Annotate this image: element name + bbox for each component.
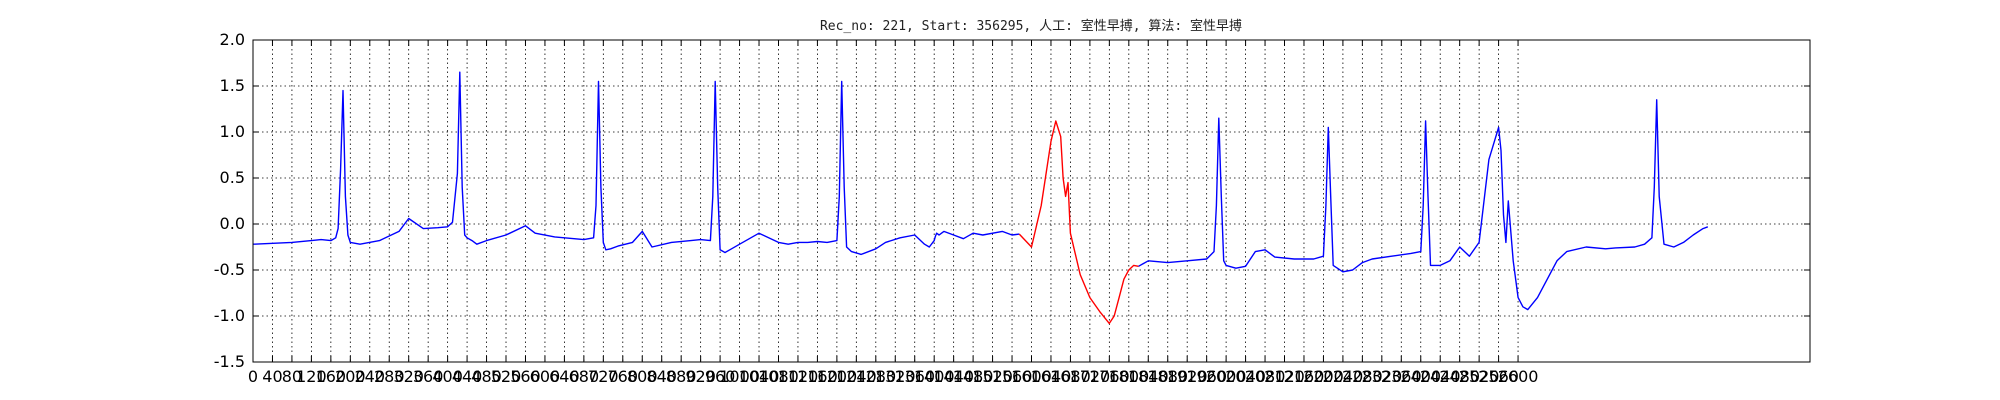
x-tick-label: 1360 bbox=[894, 367, 935, 386]
x-tick-label: 2160 bbox=[1284, 367, 1325, 386]
x-tick-label: 2240 bbox=[1323, 367, 1364, 386]
x-tick-label: 1840 bbox=[1128, 367, 1169, 386]
x-tick-label: 240 bbox=[355, 367, 386, 386]
y-tick-label: 1.0 bbox=[220, 122, 245, 141]
y-tick-label: -1.0 bbox=[214, 306, 245, 325]
x-tick-label: 640 bbox=[549, 367, 580, 386]
x-tick-label: 2320 bbox=[1361, 367, 1402, 386]
ecg-series-line-2 bbox=[1138, 99, 1709, 311]
x-tick-label: 1480 bbox=[953, 367, 994, 386]
x-tick-label: 200 bbox=[335, 367, 366, 386]
x-tick-label: 800 bbox=[627, 367, 658, 386]
y-axis: 2.0 1.5 1.0 0.5 0.0 -0.5 -1.0 -1.5 bbox=[214, 30, 1810, 371]
x-axis: 0 40 8012016020024028032036040044048052056… bbox=[248, 40, 1539, 386]
x-tick-label: 2600 bbox=[1498, 367, 1539, 386]
series-group bbox=[252, 71, 1709, 325]
x-tick-label: 1120 bbox=[778, 367, 819, 386]
x-tick-label: 1640 bbox=[1031, 367, 1072, 386]
x-tick-label: 1320 bbox=[875, 367, 916, 386]
x-tick-label: 1080 bbox=[758, 367, 799, 386]
x-tick-label: 2120 bbox=[1264, 367, 1305, 386]
y-tick-label: 0.0 bbox=[220, 214, 245, 233]
x-tick-label: 1800 bbox=[1108, 367, 1149, 386]
y-tick-label: 2.0 bbox=[220, 30, 245, 49]
x-tick-label: 560 bbox=[510, 367, 541, 386]
x-tick-label: 440 bbox=[452, 367, 483, 386]
x-tick-label: 1000 bbox=[719, 367, 760, 386]
x-tick-label: 400 bbox=[432, 367, 463, 386]
x-tick-label: 1560 bbox=[992, 367, 1033, 386]
x-tick-label: 1280 bbox=[855, 367, 896, 386]
x-tick-label: 1880 bbox=[1147, 367, 1188, 386]
x-tick-label: 1520 bbox=[972, 367, 1013, 386]
x-tick-label: 2000 bbox=[1206, 367, 1247, 386]
x-tick-label: 1680 bbox=[1050, 367, 1091, 386]
x-tick-label: 2520 bbox=[1459, 367, 1500, 386]
x-tick-label: 1040 bbox=[739, 367, 780, 386]
x-tick-label: 1600 bbox=[1011, 367, 1052, 386]
y-tick-label: -1.5 bbox=[214, 352, 245, 371]
x-tick-label: 480 bbox=[471, 367, 502, 386]
x-tick-label: 0 bbox=[248, 367, 258, 386]
x-tick-label: 880 bbox=[666, 367, 697, 386]
y-tick-label: 1.5 bbox=[220, 76, 245, 95]
x-tick-label: 840 bbox=[646, 367, 677, 386]
x-tick-label: 1760 bbox=[1089, 367, 1130, 386]
x-tick-label: 360 bbox=[413, 367, 444, 386]
plot-background bbox=[253, 40, 1810, 362]
x-tick-label: 920 bbox=[685, 367, 716, 386]
x-tick-label: 1960 bbox=[1186, 367, 1227, 386]
x-tick-label: 960 bbox=[705, 367, 736, 386]
x-tick-label: 1240 bbox=[836, 367, 877, 386]
ecg-series-line-1 bbox=[1018, 120, 1139, 325]
x-tick-label: 2040 bbox=[1225, 367, 1266, 386]
x-tick-label: 1920 bbox=[1167, 367, 1208, 386]
x-tick-label: 160 bbox=[316, 367, 347, 386]
x-tick-label: 600 bbox=[530, 367, 561, 386]
x-tick-label: 2480 bbox=[1439, 367, 1480, 386]
x-tick-label: 720 bbox=[588, 367, 619, 386]
ecg-series-line-0 bbox=[252, 71, 1020, 256]
x-tick-label: 1200 bbox=[817, 367, 858, 386]
x-tick-label: 280 bbox=[374, 367, 405, 386]
x-tick-label: 2280 bbox=[1342, 367, 1383, 386]
x-tick-label: 1440 bbox=[933, 367, 974, 386]
x-tick-label: 1160 bbox=[797, 367, 838, 386]
x-tick-label: 320 bbox=[393, 367, 424, 386]
x-tick-label: 520 bbox=[491, 367, 522, 386]
x-tick-label: 120 bbox=[296, 367, 327, 386]
y-tick-label: 0.5 bbox=[220, 168, 245, 187]
x-tick-label: 680 bbox=[569, 367, 600, 386]
x-tick-label: 2440 bbox=[1420, 367, 1461, 386]
x-tick-label: 2400 bbox=[1400, 367, 1441, 386]
x-tick-label: 80 bbox=[282, 367, 302, 386]
x-tick-label: 2080 bbox=[1245, 367, 1286, 386]
x-tick-label: 1720 bbox=[1070, 367, 1111, 386]
x-tick-label: 1400 bbox=[914, 367, 955, 386]
x-tick-label: 2200 bbox=[1303, 367, 1344, 386]
chart-title: Rec_no: 221, Start: 356295, 人工: 室性早搏, 算法… bbox=[820, 18, 1242, 34]
x-tick-label: 760 bbox=[608, 367, 639, 386]
y-tick-label: -0.5 bbox=[214, 260, 245, 279]
x-tick-label: 40 bbox=[262, 367, 282, 386]
x-tick-label: 2560 bbox=[1478, 367, 1519, 386]
x-tick-label: 2360 bbox=[1381, 367, 1422, 386]
